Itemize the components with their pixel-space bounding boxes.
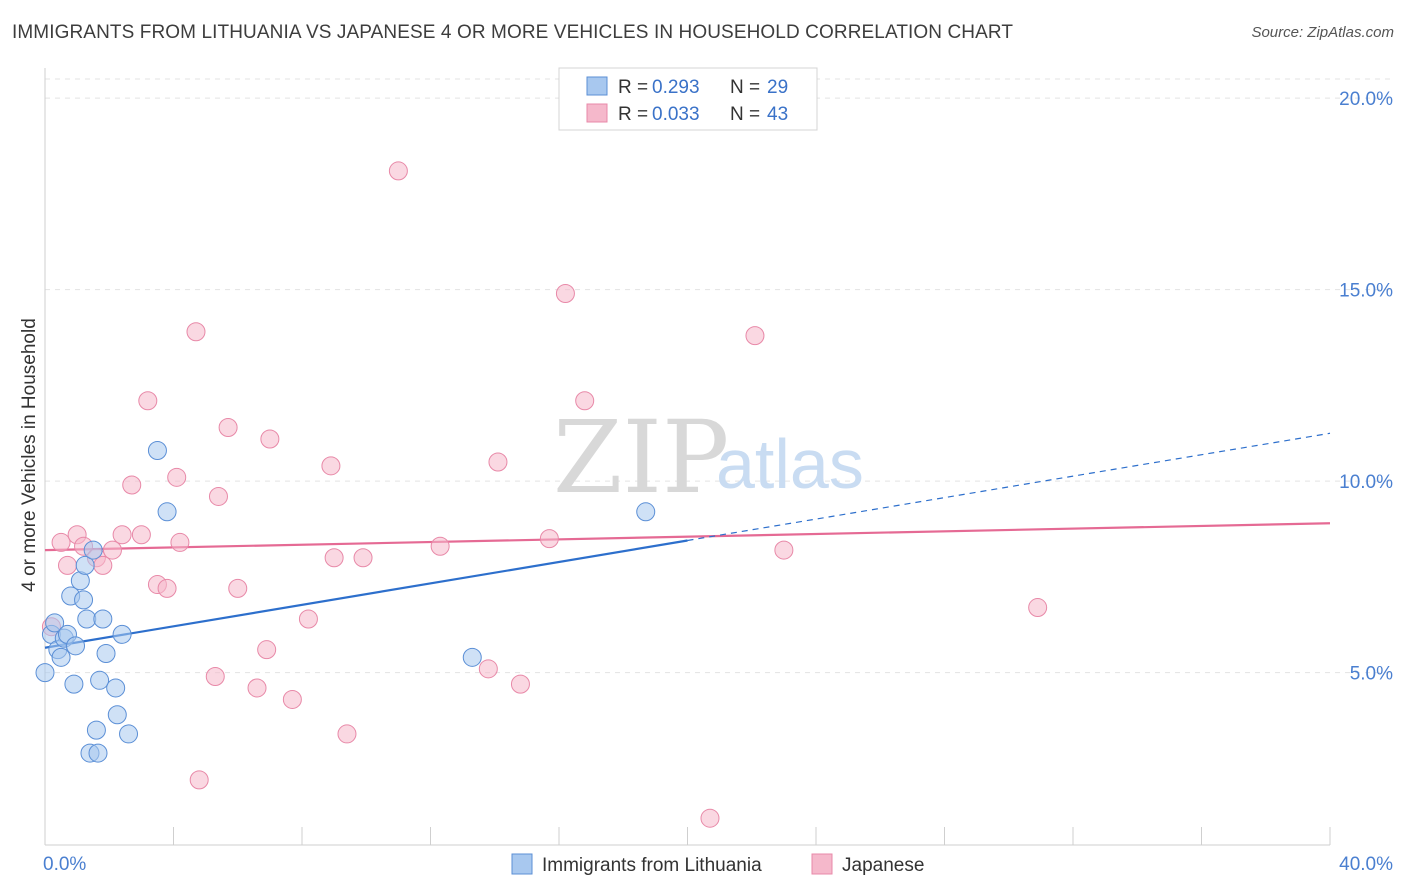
bottom-legend-swatch-series1 bbox=[511, 853, 533, 875]
point-japanese bbox=[112, 525, 132, 545]
legend-n-value-2: 43 bbox=[767, 104, 788, 125]
point-lithuania bbox=[93, 609, 113, 629]
point-japanese bbox=[208, 486, 228, 506]
legend-r-value-2: 0.033 bbox=[652, 104, 700, 125]
point-japanese bbox=[575, 391, 595, 411]
point-japanese bbox=[510, 674, 530, 694]
point-japanese bbox=[122, 475, 142, 495]
point-japanese bbox=[257, 640, 277, 660]
point-japanese bbox=[228, 578, 248, 598]
bottom-legend-series1: Immigrants from Lithuania bbox=[542, 855, 762, 876]
point-japanese bbox=[298, 609, 318, 629]
y-tick-label: 5.0% bbox=[1350, 664, 1393, 685]
point-japanese bbox=[157, 578, 177, 598]
point-japanese bbox=[170, 532, 190, 552]
trend-line-lithuania-extension bbox=[687, 432, 1331, 542]
point-japanese bbox=[321, 456, 341, 476]
legend-r-value-1: 0.293 bbox=[652, 77, 700, 98]
point-japanese bbox=[260, 429, 280, 449]
point-japanese bbox=[218, 418, 238, 438]
point-lithuania bbox=[106, 678, 126, 698]
point-japanese bbox=[430, 536, 450, 556]
point-japanese bbox=[102, 540, 122, 560]
point-lithuania bbox=[64, 674, 84, 694]
bottom-legend: Immigrants from Lithuania Japanese bbox=[511, 853, 924, 876]
point-japanese bbox=[57, 555, 77, 575]
point-lithuania bbox=[35, 663, 55, 683]
x-tick-label: 0.0% bbox=[43, 854, 86, 875]
point-japanese bbox=[388, 161, 408, 181]
point-japanese bbox=[189, 770, 209, 790]
point-lithuania bbox=[66, 636, 86, 656]
point-japanese bbox=[700, 808, 720, 828]
point-japanese bbox=[478, 659, 498, 679]
point-japanese bbox=[488, 452, 508, 472]
point-japanese bbox=[93, 555, 113, 575]
legend: R = 0.293 N = 29 R = 0.033 N = 43 bbox=[558, 67, 818, 131]
point-japanese bbox=[337, 724, 357, 744]
point-japanese bbox=[282, 689, 302, 709]
watermark-zip: ZIP bbox=[553, 399, 729, 516]
legend-swatch-series1 bbox=[586, 76, 608, 96]
tick-labels: 5.0% 10.0% 15.0% 20.0% 0.0% 40.0% bbox=[43, 89, 1393, 875]
point-lithuania bbox=[86, 720, 106, 740]
point-japanese bbox=[745, 326, 765, 346]
point-japanese bbox=[138, 391, 158, 411]
point-japanese bbox=[324, 548, 344, 568]
grid-layer bbox=[45, 78, 1392, 674]
point-lithuania bbox=[157, 502, 177, 522]
point-japanese bbox=[353, 548, 373, 568]
bottom-legend-swatch-series2 bbox=[811, 853, 833, 875]
trend-line-lithuania bbox=[44, 539, 688, 649]
bottom-legend-series2: Japanese bbox=[842, 855, 924, 876]
legend-n-value-1: 29 bbox=[767, 77, 788, 98]
point-japanese bbox=[1028, 598, 1048, 618]
point-japanese bbox=[205, 666, 225, 686]
legend-n-label-2: N = bbox=[730, 104, 760, 125]
point-lithuania bbox=[90, 670, 110, 690]
chart-title: IMMIGRANTS FROM LITHUANIA VS JAPANESE 4 … bbox=[12, 22, 1014, 43]
point-lithuania bbox=[83, 540, 103, 560]
y-tick-label: 10.0% bbox=[1339, 472, 1393, 493]
point-japanese bbox=[186, 322, 206, 342]
point-lithuania bbox=[75, 555, 95, 575]
point-japanese bbox=[131, 525, 151, 545]
legend-r-label-2: R = bbox=[618, 104, 648, 125]
axes-layer bbox=[44, 68, 1331, 846]
trend-line-japanese bbox=[44, 522, 1331, 552]
legend-swatch-series2 bbox=[586, 103, 608, 123]
point-lithuania bbox=[77, 609, 97, 629]
trend-lines bbox=[44, 432, 1331, 649]
point-japanese bbox=[539, 529, 559, 549]
point-japanese bbox=[51, 532, 71, 552]
point-lithuania bbox=[462, 647, 482, 667]
point-japanese bbox=[774, 540, 794, 560]
point-lithuania bbox=[96, 644, 116, 663]
point-lithuania bbox=[107, 705, 127, 725]
point-lithuania bbox=[112, 624, 132, 644]
y-axis-label: 4 or more Vehicles in Household bbox=[19, 318, 40, 592]
point-lithuania bbox=[147, 441, 167, 461]
y-tick-label: 15.0% bbox=[1339, 281, 1393, 302]
data-points bbox=[35, 161, 1048, 828]
watermark: ZIP atlas bbox=[553, 399, 864, 516]
point-lithuania bbox=[119, 724, 139, 744]
legend-r-label-1: R = bbox=[618, 77, 648, 98]
source-credit: Source: ZipAtlas.com bbox=[1251, 24, 1394, 41]
y-tick-label: 20.0% bbox=[1339, 89, 1393, 110]
point-lithuania bbox=[45, 613, 65, 633]
point-lithuania bbox=[74, 590, 94, 610]
point-lithuania bbox=[51, 647, 71, 667]
watermark-atlas: atlas bbox=[716, 425, 864, 503]
point-japanese bbox=[247, 678, 267, 698]
point-japanese bbox=[555, 283, 575, 303]
point-japanese bbox=[167, 467, 187, 487]
point-lithuania bbox=[636, 502, 656, 522]
legend-n-label-1: N = bbox=[730, 77, 760, 98]
x-tick-label: 40.0% bbox=[1339, 854, 1393, 875]
point-lithuania bbox=[88, 743, 108, 763]
